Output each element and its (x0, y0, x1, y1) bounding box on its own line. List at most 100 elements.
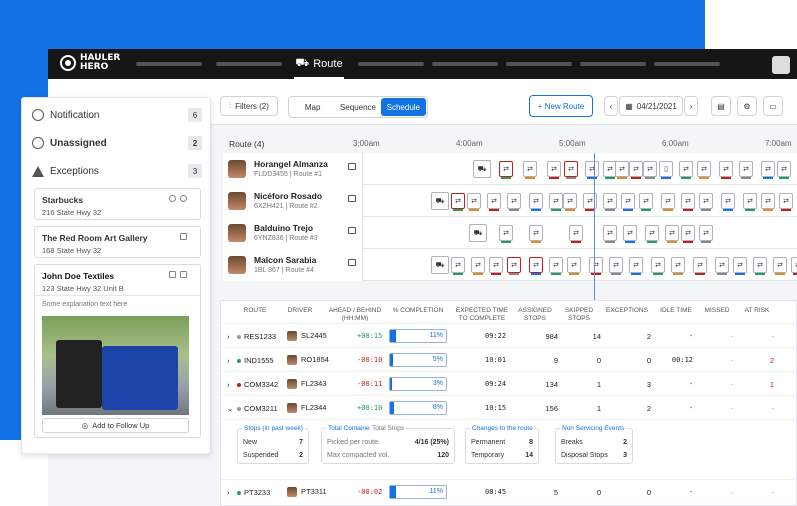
expand-icon[interactable]: › (227, 356, 230, 365)
exception-card-expanded[interactable]: John Doe Textiles 123 State Hwy 32 Unit … (34, 264, 201, 438)
filters-button[interactable]: ⫶ Filters (2) (220, 96, 278, 116)
col-missed[interactable]: MISSED (704, 307, 730, 314)
nav-item[interactable] (216, 62, 282, 66)
driver-cell[interactable]: Horangel Almanza FLDD3455 | Route #1 (223, 153, 363, 185)
tab-map[interactable]: Map (304, 102, 321, 112)
stop-marker[interactable]: ⇄ (451, 193, 465, 211)
col-idle[interactable]: IDLE TIME (660, 307, 692, 314)
stop-marker[interactable]: ⇄ (547, 161, 561, 179)
col-at-risk[interactable]: AT RISK (744, 307, 770, 314)
col-skipped[interactable]: SKIPPED STOPS (564, 307, 594, 322)
date-picker[interactable]: ▦ 04/21/2021 (619, 96, 683, 116)
stop-marker[interactable]: ⇄ (761, 161, 775, 179)
stop-marker[interactable]: ⇄ (603, 193, 617, 211)
user-avatar[interactable] (772, 56, 790, 74)
stop-marker[interactable]: ⇄ (564, 161, 578, 179)
unassigned-item[interactable]: Unassigned 2 (32, 133, 202, 153)
follow-up-button[interactable]: ◎ Add to Follow Up (42, 418, 189, 433)
stop-marker[interactable]: ⇄ (671, 257, 685, 275)
tab-sequence[interactable]: Sequence (339, 102, 376, 112)
table-row[interactable]: › PT3233 PT3311 -00:02 11% 08:45 5 0 0 - - - (221, 479, 797, 503)
stop-marker[interactable]: ⇄ (629, 161, 643, 179)
route-row[interactable]: Balduino Trejo 6YNZ836 | Route #3 ⛟ ⇄ ⇄ ⇄ ⇄ ⇄ ⇄… (223, 217, 797, 249)
stop-marker[interactable]: ⇄ (743, 193, 757, 211)
nav-item[interactable] (506, 62, 572, 66)
add-icon[interactable] (180, 195, 187, 202)
chat-button[interactable]: ▭ (763, 96, 783, 116)
stop-marker[interactable]: ⇄ (621, 193, 635, 211)
exception-card[interactable]: Starbucks 216 State Hwy 32 (34, 188, 201, 220)
stop-marker[interactable]: ⇄ (779, 193, 793, 211)
stop-marker[interactable]: ⇄ (529, 193, 543, 211)
stop-marker[interactable]: ⇄ (645, 225, 659, 243)
exception-card[interactable]: The Red Room Art Gallery 168 State Hwy 3… (34, 226, 201, 258)
stop-marker[interactable]: ⇄ (499, 225, 513, 243)
route-row[interactable]: Horangel Almanza FLDD3455 | Route #1 ⛟ ⇄ ⇄ ⇄… (223, 153, 797, 185)
truck-stop-icon[interactable]: ⛟ (473, 160, 491, 178)
stop-marker[interactable]: ⇄ (585, 161, 599, 179)
stop-marker[interactable]: ⇄ (603, 225, 617, 243)
stop-marker[interactable]: ⇄ (777, 161, 791, 179)
expand-icon[interactable]: › (227, 332, 230, 341)
stop-marker[interactable]: ⇄ (529, 225, 543, 243)
driver-cell[interactable]: Nicéforo Rosado 6XZH421 | Route #2 (223, 185, 363, 217)
stop-marker[interactable]: ⇄ (681, 193, 695, 211)
truck-stop-icon[interactable]: ⛟ (431, 256, 449, 274)
stop-marker[interactable]: ⇄ (567, 257, 581, 275)
stop-marker[interactable]: ⇄ (523, 161, 537, 179)
stop-marker[interactable]: ⇄ (699, 193, 713, 211)
stop-marker[interactable]: ⇄ (739, 161, 753, 179)
truck-stop-icon[interactable]: ⛟ (431, 192, 449, 210)
nav-item[interactable] (654, 62, 720, 66)
nav-item[interactable] (432, 62, 498, 66)
route-row[interactable]: Nicéforo Rosado 6XZH421 | Route #2 ⛟ ⇄ ⇄ ⇄ ⇄ ⇄… (223, 185, 797, 217)
stop-marker[interactable]: ⇄ (697, 161, 711, 179)
stop-marker[interactable]: ⇄ (623, 225, 637, 243)
stop-marker[interactable]: ⇄ (665, 225, 679, 243)
driver-cell[interactable]: Malcon Sarabia 1BL 867 | Route #4 (223, 249, 363, 281)
col-assigned[interactable]: ASSIGNED STOPS (518, 307, 552, 322)
tab-schedule[interactable]: Schedule (380, 98, 426, 116)
stop-marker[interactable]: ⇄ (715, 257, 729, 275)
stop-marker[interactable]: ⇄ (609, 257, 623, 275)
table-row[interactable]: › IND1555 RO1854 -00:10 5% 10:01 9 0 0 00:12 - 2 (221, 347, 797, 371)
stop-marker[interactable]: ⇄ (451, 257, 465, 275)
stop-marker[interactable]: ⇄ (589, 257, 603, 275)
col-route[interactable]: ROUTE (243, 307, 267, 314)
stop-marker[interactable]: ⇄ (699, 225, 713, 243)
stop-marker[interactable]: ▯ (659, 161, 673, 179)
stop-marker[interactable]: ⇄ (569, 225, 583, 243)
stop-marker[interactable]: ⇄ (499, 161, 513, 179)
stop-marker[interactable]: ⇄ (549, 257, 563, 275)
stop-marker[interactable]: ⇄ (753, 257, 767, 275)
col-completion[interactable]: % COMPLETION (392, 307, 444, 314)
exceptions-item[interactable]: Exceptions 3 (32, 161, 202, 181)
col-ahead[interactable]: AHEAD / BEHIND (HH:MM) (328, 307, 382, 322)
stop-marker[interactable]: ⇄ (507, 257, 521, 275)
stop-marker[interactable]: ⇄ (471, 257, 485, 275)
table-row[interactable]: › RES1233 SL2445 +08:15 11% 09:22 984 14 2 - - - (221, 323, 797, 347)
driver-cell[interactable]: Balduino Trejo 6YNZ836 | Route #3 (223, 217, 363, 249)
table-row[interactable]: › COM3342 FL2343 -00:11 3% 09:24 134 1 3 - - 1 (221, 371, 797, 395)
stop-marker[interactable]: ⇄ (639, 193, 653, 211)
stop-marker[interactable]: ⇄ (733, 257, 747, 275)
route-row[interactable]: Malcon Sarabia 1BL 867 | Route #4 ⛟ ⇄ ⇄ ⇄ ⇄ ⇄ ⇄… (223, 249, 797, 281)
new-route-button[interactable]: + New Route (529, 95, 593, 117)
calendar-view-button[interactable]: ▤ (711, 96, 731, 116)
stop-marker[interactable]: ⇄ (719, 161, 733, 179)
nav-item[interactable] (580, 62, 646, 66)
route-id[interactable]: COM3342 (237, 380, 278, 389)
stop-marker[interactable]: ⇄ (693, 257, 707, 275)
stop-marker[interactable]: ⇄ (563, 193, 577, 211)
nav-item[interactable] (358, 62, 424, 66)
stop-marker[interactable]: ⇄ (651, 257, 665, 275)
nav-route[interactable]: ⛟ Route (294, 49, 344, 79)
route-id[interactable]: PT3233 (237, 488, 270, 497)
truck-stop-icon[interactable]: ⛟ (469, 224, 487, 242)
stop-marker[interactable]: ⇄ (529, 257, 543, 275)
stop-marker[interactable]: ⇄ (583, 193, 597, 211)
stop-marker[interactable]: ⇄ (679, 161, 693, 179)
stop-marker[interactable]: ⇄ (681, 225, 695, 243)
stop-marker[interactable]: ⇄ (791, 257, 797, 275)
stop-marker[interactable]: ⇄ (721, 193, 735, 211)
